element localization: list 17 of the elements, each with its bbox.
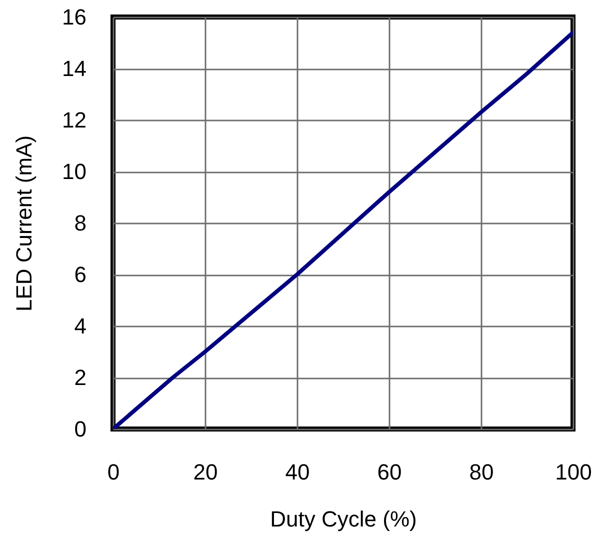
y-tick-label: 8	[74, 210, 86, 236]
y-axis-title: LED Current (mA)	[12, 135, 36, 312]
x-axis-title: Duty Cycle (%)	[270, 506, 417, 532]
y-tick-label: 12	[62, 108, 86, 132]
x-tick-label: 80	[469, 460, 494, 484]
y-tick-label: 10	[62, 159, 86, 184]
x-tick-label: 100	[555, 460, 592, 484]
x-tick-label: 60	[377, 460, 402, 484]
y-tick-label: 14	[62, 56, 86, 81]
x-tick-label: 0	[107, 460, 120, 484]
y-tick-label: 2	[74, 365, 86, 390]
x-tick-label: 20	[193, 460, 218, 484]
y-tick-label: 4	[74, 314, 86, 338]
y-tick-label: 0	[74, 416, 86, 442]
x-tick-label: 40	[285, 460, 310, 484]
y-tick-label: 16	[62, 4, 86, 30]
y-tick-label: 6	[74, 262, 86, 287]
